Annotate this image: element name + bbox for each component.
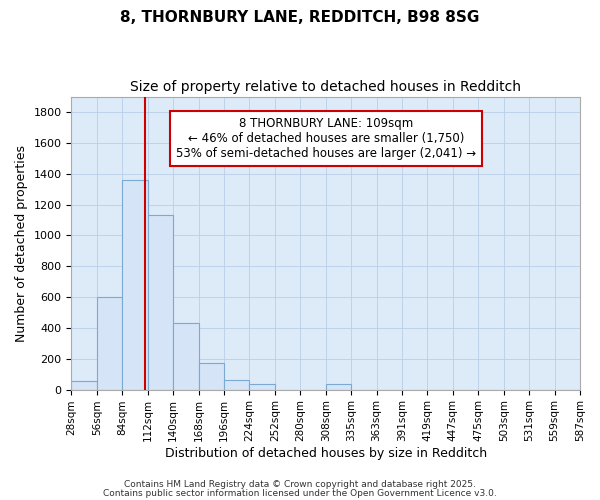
Text: 8, THORNBURY LANE, REDDITCH, B98 8SG: 8, THORNBURY LANE, REDDITCH, B98 8SG	[121, 10, 479, 25]
Text: Contains public sector information licensed under the Open Government Licence v3: Contains public sector information licen…	[103, 489, 497, 498]
Text: Contains HM Land Registry data © Crown copyright and database right 2025.: Contains HM Land Registry data © Crown c…	[124, 480, 476, 489]
Bar	[97, 297, 122, 390]
Bar	[122, 180, 148, 390]
Bar	[148, 216, 173, 390]
X-axis label: Distribution of detached houses by size in Redditch: Distribution of detached houses by size …	[164, 447, 487, 460]
Bar	[71, 381, 97, 390]
Title: Size of property relative to detached houses in Redditch: Size of property relative to detached ho…	[130, 80, 521, 94]
Bar	[173, 324, 199, 390]
Bar	[250, 384, 275, 390]
Bar	[326, 384, 351, 390]
Bar	[224, 380, 250, 390]
Text: 8 THORNBURY LANE: 109sqm
← 46% of detached houses are smaller (1,750)
53% of sem: 8 THORNBURY LANE: 109sqm ← 46% of detach…	[176, 117, 476, 160]
Y-axis label: Number of detached properties: Number of detached properties	[15, 144, 28, 342]
Bar	[199, 364, 224, 390]
